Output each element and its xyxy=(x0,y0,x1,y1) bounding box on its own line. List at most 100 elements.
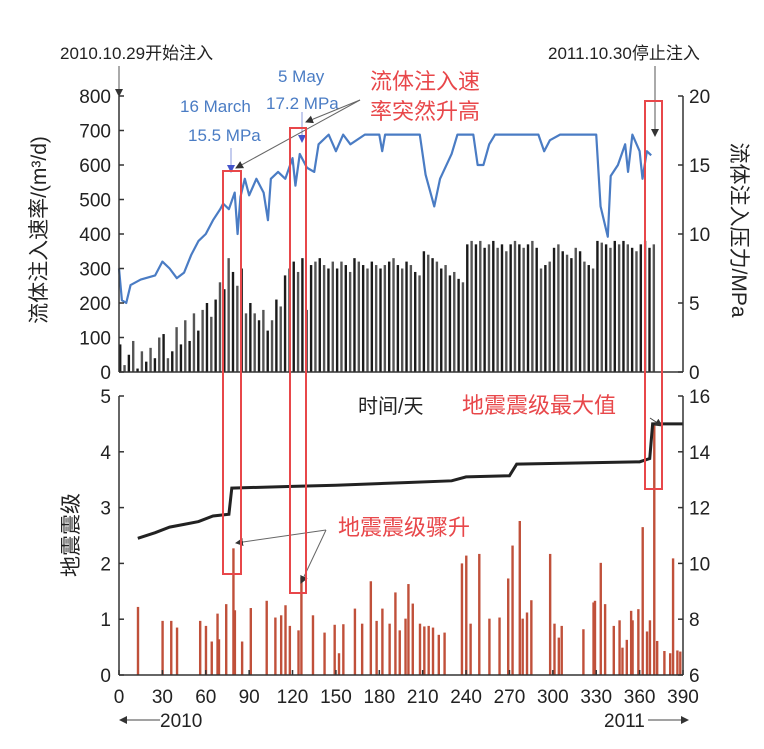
injection-rate-bar xyxy=(292,261,295,372)
injection-rate-bar xyxy=(414,271,417,372)
x-tick-label: 240 xyxy=(450,687,482,708)
rate-jump-label-line2: 率突然升高 xyxy=(370,99,480,124)
injection-rate-bar xyxy=(296,271,300,372)
injection-rate-bar xyxy=(205,303,209,372)
injection-rate-bar xyxy=(366,268,369,372)
magnitude-bar xyxy=(210,641,213,675)
magnitude-jump-arrow-2 xyxy=(300,529,327,584)
magnitude-bar xyxy=(478,553,481,675)
magnitude-bar xyxy=(631,620,634,675)
injection-rate-bar xyxy=(179,344,183,372)
y-tick-label-pressure: 15 xyxy=(689,156,710,177)
injection-rate-bar xyxy=(197,330,200,372)
injection-rate-bar xyxy=(513,240,517,372)
injection-rate-bar xyxy=(418,275,421,372)
injection-rate-bar xyxy=(374,265,378,372)
magnitude-bar xyxy=(437,634,440,675)
magnitude-bar xyxy=(621,647,624,675)
injection-rate-bar xyxy=(505,251,508,372)
injection-rate-bar xyxy=(387,261,391,372)
injection-rate-bar xyxy=(231,271,235,372)
left-axis-label-rate: 流体注入速率/(m³/d) xyxy=(28,136,51,324)
injection-rate-bar xyxy=(409,265,413,372)
injection-rate-bar xyxy=(557,244,560,372)
injection-rate-bar xyxy=(578,251,582,372)
rate-jump-arrow-may xyxy=(305,99,361,124)
magnitude-bar xyxy=(249,608,252,675)
x-tick-label: 300 xyxy=(537,687,569,708)
injection-rate-bar xyxy=(145,361,148,372)
injection-rate-bar xyxy=(175,327,178,372)
injection-rate-bar xyxy=(153,358,157,372)
x-tick-label: 390 xyxy=(667,687,699,708)
x-tick-label: 270 xyxy=(494,687,526,708)
stop-injection-label: 2011.10.30停止注入 xyxy=(548,44,700,63)
year-2011-label: 2011 xyxy=(604,711,645,732)
highlight-box-3 xyxy=(644,100,663,490)
injection-rate-bar xyxy=(405,261,408,372)
injection-rate-bar xyxy=(192,313,196,372)
magnitude-bar xyxy=(641,527,644,675)
y-tick-label-pressure: 5 xyxy=(689,294,700,315)
magnitude-jump-arrow-1 xyxy=(235,529,327,546)
injection-rate-bar xyxy=(331,261,334,372)
year-2010-label: 2010 xyxy=(160,711,202,732)
y-tick-label-rate: 600 xyxy=(79,156,111,177)
injection-rate-bar xyxy=(340,261,343,372)
injection-rate-bar xyxy=(509,244,512,372)
injection-rate-bar xyxy=(639,244,643,372)
magnitude-bar xyxy=(582,629,585,675)
magnitude-bar xyxy=(603,604,607,675)
magnitude-bar xyxy=(676,650,679,675)
injection-rate-bar xyxy=(487,244,491,372)
magnitude-bar xyxy=(353,608,357,675)
injection-rate-bar xyxy=(474,244,478,372)
y-tick-label-right-bottom: 10 xyxy=(689,554,710,575)
injection-rate-bar xyxy=(522,247,525,372)
x-tick-label: 180 xyxy=(363,687,395,708)
magnitude-bar xyxy=(288,625,292,675)
magnitude-bar xyxy=(507,578,510,675)
march-date-label: 16 March xyxy=(180,97,251,116)
injection-rate-bar xyxy=(652,244,656,372)
start-injection-label: 2010.10.29开始注入 xyxy=(60,44,213,63)
injection-rate-bar xyxy=(136,368,139,372)
left-axis-label-magnitude: 地震震级 xyxy=(60,493,83,577)
magnitude-bar xyxy=(216,613,219,675)
magnitude-bar xyxy=(136,606,140,675)
injection-rate-bar xyxy=(335,268,339,372)
magnitude-bar xyxy=(553,623,556,675)
injection-rate-bar xyxy=(435,261,439,372)
magnitude-bar xyxy=(655,640,659,675)
y-tick-label-rate: 800 xyxy=(79,87,111,108)
injection-rate-bar xyxy=(457,278,460,372)
injection-rate-bar xyxy=(327,268,330,372)
magnitude-bar xyxy=(599,562,602,675)
injection-rate-bar xyxy=(565,254,569,372)
magnitude-bar xyxy=(465,555,468,675)
magnitude-jump-label: 地震震级骤升 xyxy=(338,515,470,540)
right-axis-label-pressure: 流体注入压力/MPa xyxy=(727,142,750,317)
injection-rate-bar xyxy=(440,268,443,372)
injection-rate-bar xyxy=(570,258,573,372)
magnitude-bar xyxy=(488,618,491,675)
injection-rate-bar xyxy=(444,265,447,372)
injection-rate-bar xyxy=(613,240,616,372)
magnitude-bar xyxy=(618,620,621,675)
injection-rate-bar xyxy=(309,265,313,372)
magnitude-bar xyxy=(427,625,430,675)
magnitude-bar xyxy=(342,624,345,675)
injection-rate-bar xyxy=(149,347,152,372)
x-tick-label: 60 xyxy=(195,687,216,708)
injection-rate-bar xyxy=(483,247,486,372)
injection-rate-bar xyxy=(535,247,538,372)
injection-rate-bar xyxy=(218,282,222,372)
y-tick-label-rate: 400 xyxy=(79,225,111,246)
injection-rate-bar xyxy=(648,247,651,372)
magnitude-bar xyxy=(592,602,595,675)
injection-rate-bar xyxy=(257,320,261,372)
injection-rate-bar xyxy=(249,303,252,372)
injection-rate-bar xyxy=(270,320,274,372)
magnitude-bar xyxy=(663,651,666,675)
magnitude-bar xyxy=(423,626,426,675)
